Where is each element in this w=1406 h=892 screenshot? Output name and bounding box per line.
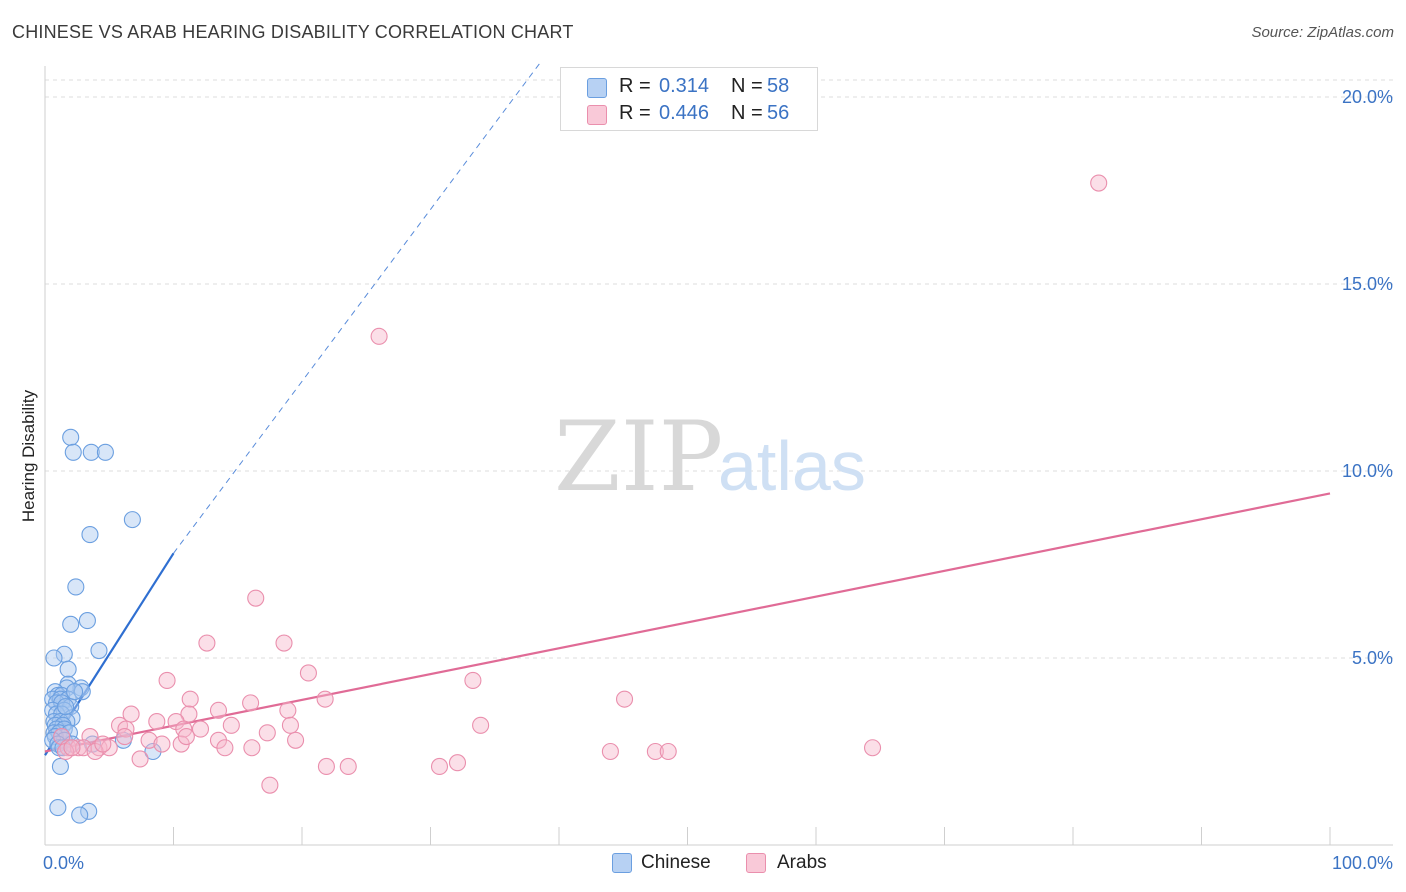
point-chinese (64, 443, 82, 461)
point-arabs (116, 727, 134, 746)
legend-r-value: 0.446 (659, 102, 710, 124)
point-chinese (80, 802, 98, 820)
bottom-legend-swatch-chinese (612, 853, 632, 873)
legend-n-value: 58 (767, 75, 790, 97)
point-arabs (216, 739, 234, 757)
legend-r-label: R = (619, 75, 651, 97)
legend-row-arabs: R = 0.446 N = 56 (561, 102, 817, 128)
point-arabs (158, 671, 176, 689)
point-arabs (94, 735, 112, 753)
point-arabs (299, 664, 317, 682)
point-arabs (472, 716, 490, 734)
watermark-atlas: atlas (718, 427, 866, 505)
point-chinese (123, 511, 141, 529)
point-arabs (646, 742, 664, 761)
point-chinese (71, 806, 89, 824)
point-arabs (448, 754, 467, 772)
point-chinese (66, 683, 84, 701)
point-arabs (863, 739, 882, 757)
point-chinese (78, 612, 96, 630)
y-tick-label: 20.0% (1342, 87, 1393, 107)
point-chinese (81, 526, 99, 544)
point-arabs (69, 739, 87, 757)
point-arabs (258, 724, 276, 742)
point-arabs (148, 713, 166, 731)
point-arabs (339, 757, 357, 776)
point-chinese (57, 698, 75, 716)
point-chinese (51, 757, 69, 776)
point-arabs (198, 634, 216, 652)
point-arabs (370, 327, 388, 345)
legend-n-label: N = (731, 102, 763, 124)
source-label: Source: ZipAtlas.com (1251, 24, 1394, 41)
trend-line-arabs (44, 492, 1331, 753)
y-tick-label: 15.0% (1342, 274, 1393, 294)
point-chinese (82, 443, 100, 461)
point-chinese (62, 615, 80, 633)
point-arabs (153, 735, 171, 753)
legend: R = 0.314 N = 58 R = 0.446 N = 56 (560, 67, 818, 131)
point-arabs (659, 742, 677, 761)
watermark: ZIP atlas (554, 401, 866, 513)
bottom-legend-swatch-arabs (746, 853, 766, 873)
point-arabs (180, 705, 198, 723)
point-arabs (242, 694, 260, 712)
point-chinese (96, 443, 114, 461)
point-chinese (67, 578, 85, 596)
point-arabs (615, 690, 634, 708)
point-arabs (430, 757, 449, 776)
point-arabs (177, 727, 195, 746)
point-chinese (45, 649, 63, 667)
x-tick-label: 0.0% (43, 853, 84, 873)
point-arabs (191, 720, 210, 738)
point-arabs (281, 716, 299, 734)
legend-row-chinese: R = 0.314 N = 58 (561, 75, 817, 101)
point-arabs (181, 690, 199, 708)
point-arabs (63, 739, 81, 757)
point-chinese (49, 799, 67, 817)
point-arabs (287, 731, 305, 749)
point-arabs (209, 701, 228, 719)
axis-layer (44, 66, 1393, 846)
point-chinese (59, 660, 77, 678)
legend-r-value: 0.314 (659, 75, 710, 97)
point-layer (44, 174, 1108, 824)
point-chinese (62, 428, 80, 446)
legend-swatch-arabs (587, 105, 607, 125)
x-tick-label: 100.0% (1332, 853, 1393, 873)
bottom-legend-chinese: Chinese (641, 852, 711, 873)
legend-n-label: N = (731, 75, 763, 97)
point-arabs (279, 701, 297, 719)
point-arabs (275, 634, 293, 652)
y-axis-label: Hearing Disability (19, 389, 38, 522)
y-tick-label: 10.0% (1342, 461, 1393, 481)
point-arabs (122, 705, 140, 723)
trend-line-chinese-extension (173, 63, 541, 554)
point-chinese (90, 641, 108, 660)
point-arabs (464, 671, 482, 689)
y-tick-label: 5.0% (1352, 648, 1393, 668)
legend-r-label: R = (619, 102, 651, 124)
point-arabs (222, 716, 240, 734)
watermark-zip: ZIP (554, 401, 723, 513)
tick-label-layer: 5.0% 10.0% 15.0% 20.0% 0.0% 100.0% (43, 87, 1393, 873)
legend-n-value: 56 (767, 102, 790, 124)
grid-layer (45, 79, 1393, 659)
bottom-legend-arabs: Arabs (777, 852, 827, 873)
point-arabs (140, 731, 158, 749)
point-arabs (317, 757, 335, 776)
legend-swatch-chinese (587, 78, 607, 98)
point-arabs (261, 776, 279, 794)
point-arabs (316, 690, 334, 708)
point-arabs (247, 589, 265, 607)
point-arabs (131, 750, 149, 768)
point-arabs (243, 739, 261, 757)
point-arabs (601, 742, 619, 761)
chart-title: CHINESE VS ARAB HEARING DISABILITY CORRE… (12, 22, 574, 42)
point-arabs (1090, 174, 1108, 192)
